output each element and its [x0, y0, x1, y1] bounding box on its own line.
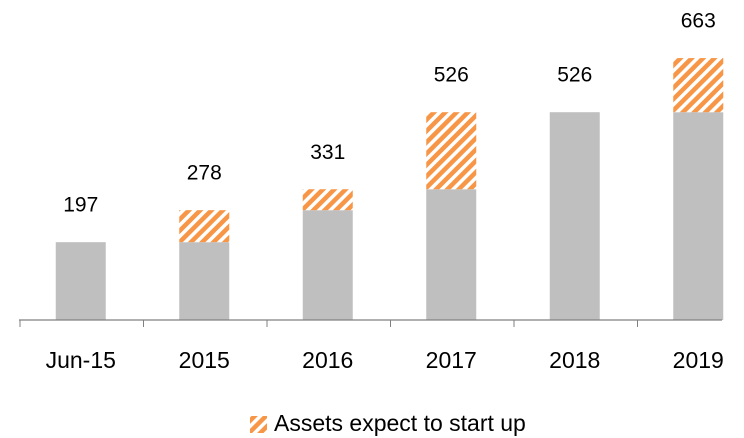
bar-segment [673, 112, 724, 320]
data-label: 278 [187, 162, 222, 185]
bar-segment [426, 112, 477, 190]
bar-segment [302, 210, 353, 320]
bar-segment [426, 189, 477, 320]
bar-segment [549, 112, 600, 320]
bar-segment [179, 242, 230, 320]
data-label: 331 [310, 141, 345, 164]
bar-segment [179, 210, 230, 243]
data-label: 663 [681, 10, 716, 33]
bar-segment [55, 242, 106, 320]
x-tick-label: 2018 [549, 347, 600, 373]
x-tick-label: 2019 [673, 347, 724, 373]
data-label: 526 [434, 64, 469, 87]
x-tick-label: 2017 [426, 347, 477, 373]
data-label: 526 [557, 64, 592, 87]
data-label: 197 [63, 194, 98, 217]
bar-segment [673, 58, 724, 113]
x-tick-label: 2016 [302, 347, 353, 373]
legend-label: Assets expect to start up [274, 410, 526, 436]
x-tick-label: Jun-15 [46, 347, 116, 373]
x-tick-label: 2015 [179, 347, 230, 373]
bar-segment [302, 189, 353, 211]
legend-swatch [250, 416, 267, 433]
